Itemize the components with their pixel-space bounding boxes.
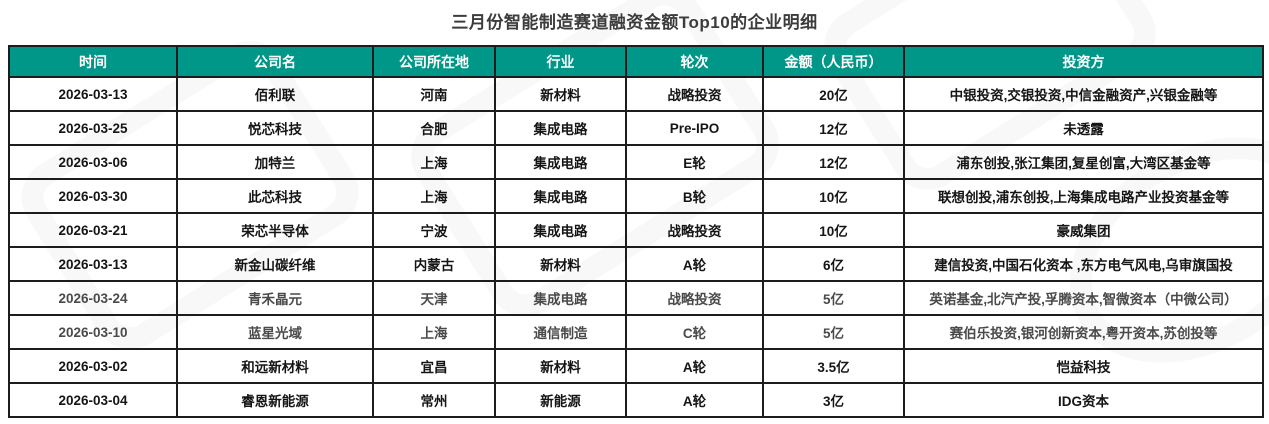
table-row: 2026-03-25 悦芯科技 合肥 集成电路 Pre-IPO 12亿 未透露 <box>8 110 1264 146</box>
cell-location: 宁波 <box>372 212 496 248</box>
cell-location: 上海 <box>372 314 496 350</box>
cell-industry: 集成电路 <box>494 110 627 146</box>
cell-industry: 新材料 <box>494 348 627 384</box>
cell-amount: 12亿 <box>762 144 905 180</box>
cell-time: 2026-03-25 <box>8 110 178 146</box>
column-header-industry: 行业 <box>494 45 627 78</box>
table-body: 2026-03-13 佰利联 河南 新材料 战略投资 20亿 中银投资,交银投资,中信金融资… <box>8 76 1264 418</box>
cell-location: 天津 <box>372 280 496 316</box>
cell-company: 悦芯科技 <box>176 110 374 146</box>
table-row: 2026-03-30 此芯科技 上海 集成电路 B轮 10亿 联想创投,浦东创投,上海集成电… <box>8 178 1264 214</box>
cell-investors: 建信投资,中国石化资本 ,东方电气风电,乌审旗国投 <box>903 246 1264 282</box>
cell-investors: 恺益科技 <box>903 348 1264 384</box>
cell-location: 上海 <box>372 178 496 214</box>
cell-industry: 集成电路 <box>494 178 627 214</box>
cell-company: 蓝星光域 <box>176 314 374 350</box>
cell-investors: 未透露 <box>903 110 1264 146</box>
column-header-investors: 投资方 <box>903 45 1264 78</box>
cell-amount: 6亿 <box>762 246 905 282</box>
cell-company: 加特兰 <box>176 144 374 180</box>
column-header-time: 时间 <box>8 45 178 78</box>
cell-industry: 新材料 <box>494 76 627 112</box>
financing-table: 时间 公司名 公司所在地 行业 轮次 金额（人民币） 投资方 2026-03-1… <box>8 45 1264 418</box>
cell-amount: 5亿 <box>762 280 905 316</box>
cell-company: 和远新材料 <box>176 348 374 384</box>
cell-industry: 通信制造 <box>494 314 627 350</box>
cell-company: 青禾晶元 <box>176 280 374 316</box>
cell-time: 2026-03-13 <box>8 246 178 282</box>
cell-investors: 豪威集团 <box>903 212 1264 248</box>
cell-location: 合肥 <box>372 110 496 146</box>
cell-amount: 3亿 <box>762 382 905 418</box>
cell-time: 2026-03-21 <box>8 212 178 248</box>
cell-round: B轮 <box>625 178 764 214</box>
cell-company: 新金山碳纤维 <box>176 246 374 282</box>
cell-amount: 5亿 <box>762 314 905 350</box>
cell-time: 2026-03-10 <box>8 314 178 350</box>
cell-amount: 10亿 <box>762 212 905 248</box>
cell-company: 荣芯半导体 <box>176 212 374 248</box>
cell-time: 2026-03-02 <box>8 348 178 384</box>
column-header-amount: 金额（人民币） <box>762 45 905 78</box>
cell-time: 2026-03-06 <box>8 144 178 180</box>
page-title: 三月份智能制造赛道融资金额Top10的企业明细 <box>451 13 818 32</box>
cell-industry: 集成电路 <box>494 144 627 180</box>
cell-location: 常州 <box>372 382 496 418</box>
cell-industry: 新能源 <box>494 382 627 418</box>
table-row: 2026-03-06 加特兰 上海 集成电路 E轮 12亿 浦东创投,张江集团,复星创富,大… <box>8 144 1264 180</box>
table-header: 时间 公司名 公司所在地 行业 轮次 金额（人民币） 投资方 <box>8 45 1264 78</box>
cell-industry: 新材料 <box>494 246 627 282</box>
cell-round: A轮 <box>625 246 764 282</box>
cell-round: E轮 <box>625 144 764 180</box>
table-row: 2026-03-21 荣芯半导体 宁波 集成电路 战略投资 10亿 豪威集团 <box>8 212 1264 248</box>
cell-time: 2026-03-30 <box>8 178 178 214</box>
cell-location: 宜昌 <box>372 348 496 384</box>
cell-amount: 12亿 <box>762 110 905 146</box>
cell-time: 2026-03-24 <box>8 280 178 316</box>
cell-location: 河南 <box>372 76 496 112</box>
column-header-round: 轮次 <box>625 45 764 78</box>
cell-industry: 集成电路 <box>494 212 627 248</box>
table-row: 2026-03-10 蓝星光域 上海 通信制造 C轮 5亿 赛伯乐投资,银河创新资本,粤开资… <box>8 314 1264 350</box>
cell-amount: 3.5亿 <box>762 348 905 384</box>
cell-round: 战略投资 <box>625 280 764 316</box>
cell-location: 上海 <box>372 144 496 180</box>
table-row: 2026-03-04 睿恩新能源 常州 新能源 A轮 3亿 IDG资本 <box>8 382 1264 418</box>
table-row: 2026-03-24 青禾晶元 天津 集成电路 战略投资 5亿 英诺基金,北汽产投,孚腾资本… <box>8 280 1264 316</box>
cell-round: Pre-IPO <box>625 110 764 146</box>
column-header-company: 公司名 <box>176 45 374 78</box>
cell-company: 睿恩新能源 <box>176 382 374 418</box>
cell-time: 2026-03-13 <box>8 76 178 112</box>
header-row: 时间 公司名 公司所在地 行业 轮次 金额（人民币） 投资方 <box>8 45 1264 78</box>
cell-round: 战略投资 <box>625 76 764 112</box>
cell-investors: 中银投资,交银投资,中信金融资产,兴银金融等 <box>903 76 1264 112</box>
cell-round: 战略投资 <box>625 212 764 248</box>
column-header-location: 公司所在地 <box>372 45 496 78</box>
cell-investors: 英诺基金,北汽产投,孚腾资本,智微资本（中微公司） <box>903 280 1264 316</box>
cell-location: 内蒙古 <box>372 246 496 282</box>
cell-round: A轮 <box>625 348 764 384</box>
cell-company: 此芯科技 <box>176 178 374 214</box>
cell-investors: IDG资本 <box>903 382 1264 418</box>
table-row: 2026-03-13 新金山碳纤维 内蒙古 新材料 A轮 6亿 建信投资,中国石化资本 ,东… <box>8 246 1264 282</box>
cell-company: 佰利联 <box>176 76 374 112</box>
cell-amount: 20亿 <box>762 76 905 112</box>
table-row: 2026-03-02 和远新材料 宜昌 新材料 A轮 3.5亿 恺益科技 <box>8 348 1264 384</box>
cell-investors: 浦东创投,张江集团,复星创富,大湾区基金等 <box>903 144 1264 180</box>
cell-round: A轮 <box>625 382 764 418</box>
cell-industry: 集成电路 <box>494 280 627 316</box>
cell-investors: 赛伯乐投资,银河创新资本,粤开资本,苏创投等 <box>903 314 1264 350</box>
cell-investors: 联想创投,浦东创投,上海集成电路产业投资基金等 <box>903 178 1264 214</box>
cell-amount: 10亿 <box>762 178 905 214</box>
cell-time: 2026-03-04 <box>8 382 178 418</box>
table-row: 2026-03-13 佰利联 河南 新材料 战略投资 20亿 中银投资,交银投资,中信金融资… <box>8 76 1264 112</box>
cell-round: C轮 <box>625 314 764 350</box>
